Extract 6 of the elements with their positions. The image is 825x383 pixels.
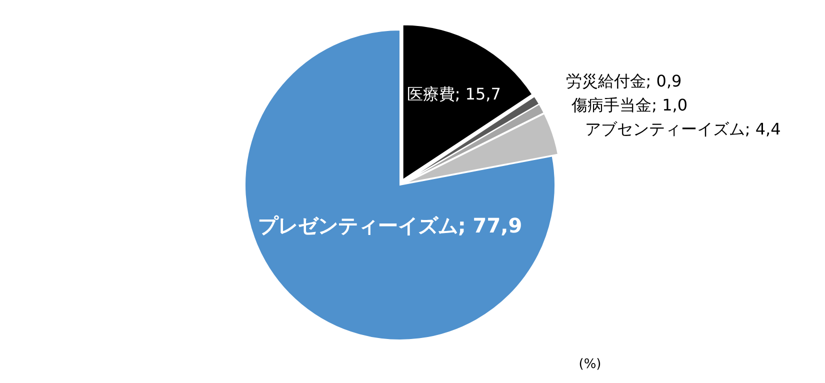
slice-label: 医療費; 15,7 <box>406 84 501 104</box>
text: (%) <box>578 357 602 372</box>
slice-label: アブセンティーイズム; 4,4 <box>584 120 781 139</box>
slice-label: 労災給付金; 0,9 <box>566 72 682 91</box>
slice-label: 傷病手当金; 1,0 <box>570 96 688 115</box>
slice-label: プレゼンティーイズム; 77,9 <box>258 213 522 238</box>
